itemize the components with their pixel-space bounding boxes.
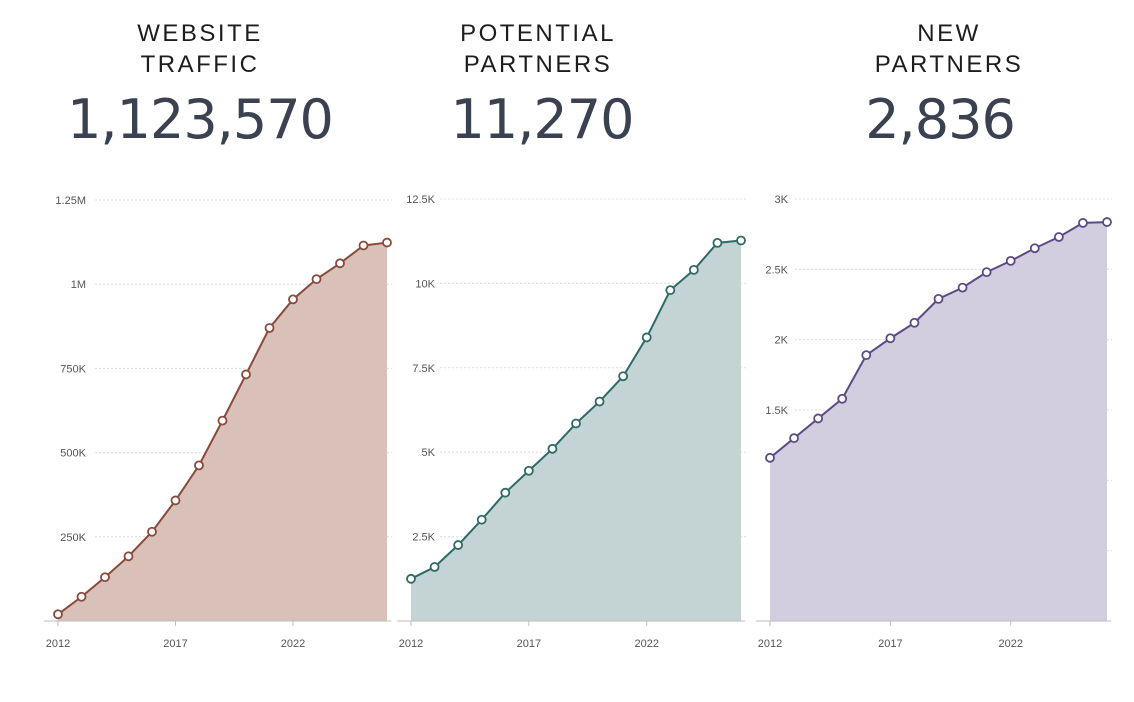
chart-title-line: WEBSITE [137, 20, 263, 47]
chart-title: WEBSITE TRAFFIC [60, 18, 340, 80]
data-point [100, 572, 110, 583]
y-tick-label: 7.5K [412, 363, 435, 375]
metric-value: 1,123,570 [67, 88, 334, 151]
data-point [476, 514, 487, 525]
data-point [194, 460, 204, 471]
data-point [1005, 255, 1016, 266]
x-tick-label: 2012 [399, 638, 423, 650]
metric-value: 2,836 [865, 88, 1016, 151]
data-point [1029, 243, 1040, 254]
data-point [618, 371, 629, 382]
data-point [429, 562, 440, 572]
data-point [217, 415, 228, 426]
y-tick-label: 2.5K [412, 532, 435, 544]
data-point [53, 609, 63, 620]
data-point [1053, 232, 1064, 242]
data-point [885, 333, 896, 344]
x-tick-label: 2017 [163, 638, 187, 650]
chart-title: POTENTIAL PARTNERS [398, 18, 678, 80]
area-fill [58, 242, 387, 622]
y-tick-label: 250K [60, 532, 86, 544]
data-point [547, 443, 558, 454]
data-point [861, 350, 872, 361]
area-fill [411, 240, 741, 622]
y-tick-label: 500K [60, 448, 86, 460]
y-tick-label: 1.25M [55, 195, 86, 207]
data-point [170, 495, 181, 506]
x-tick-label: 2022 [281, 638, 305, 650]
y-tick-label: 2K [775, 335, 789, 347]
x-tick-label: 2022 [998, 638, 1022, 650]
data-point [933, 293, 944, 304]
x-tick-label: 2017 [878, 638, 902, 650]
data-point [736, 235, 746, 246]
data-point [147, 526, 157, 537]
data-point [594, 396, 605, 407]
data-point [264, 323, 275, 333]
x-tick-label: 2017 [517, 638, 541, 650]
data-point [909, 317, 920, 328]
data-point [765, 452, 775, 463]
y-tick-label: 1M [71, 279, 86, 291]
chart-title-line: TRAFFIC [140, 51, 260, 78]
data-point [76, 591, 87, 602]
data-point [406, 573, 416, 584]
data-point [1102, 217, 1112, 227]
data-point [241, 369, 251, 380]
y-tick-label: 12.5K [406, 194, 435, 206]
y-tick-label: 3K [775, 194, 789, 206]
area-fill [770, 222, 1107, 621]
chart-title: NEW PARTNERS [809, 18, 1089, 80]
data-point [123, 551, 134, 562]
data-point [981, 267, 992, 278]
x-tick-label: 2012 [46, 638, 70, 650]
data-point [688, 264, 699, 275]
chart-title-line: PARTNERS [463, 51, 613, 78]
data-point [571, 418, 581, 429]
data-point [789, 433, 799, 444]
x-tick-label: 2012 [758, 638, 782, 650]
data-point [500, 487, 511, 498]
data-point [837, 393, 848, 404]
y-tick-label: 1.5K [765, 405, 788, 417]
data-point [311, 274, 322, 285]
y-tick-label: 10K [415, 278, 435, 290]
data-point [358, 240, 369, 251]
y-tick-label: 750K [60, 363, 86, 375]
data-point [1078, 218, 1088, 228]
data-point [957, 282, 968, 293]
chart-title-line: PARTNERS [874, 51, 1024, 78]
chart-title-line: POTENTIAL [460, 20, 616, 47]
data-point [453, 540, 464, 550]
data-point [813, 413, 824, 424]
data-point [712, 237, 723, 248]
data-point [523, 465, 534, 476]
data-point [641, 332, 652, 343]
data-point [665, 285, 676, 296]
x-tick-label: 2022 [634, 638, 658, 650]
data-point [382, 237, 392, 248]
metric-value: 11,270 [450, 88, 635, 151]
y-tick-label: 5K [422, 447, 436, 459]
data-point [335, 258, 345, 269]
y-tick-label: 2.5K [765, 264, 788, 276]
chart-title-line: NEW [917, 20, 981, 47]
data-point [288, 294, 298, 305]
